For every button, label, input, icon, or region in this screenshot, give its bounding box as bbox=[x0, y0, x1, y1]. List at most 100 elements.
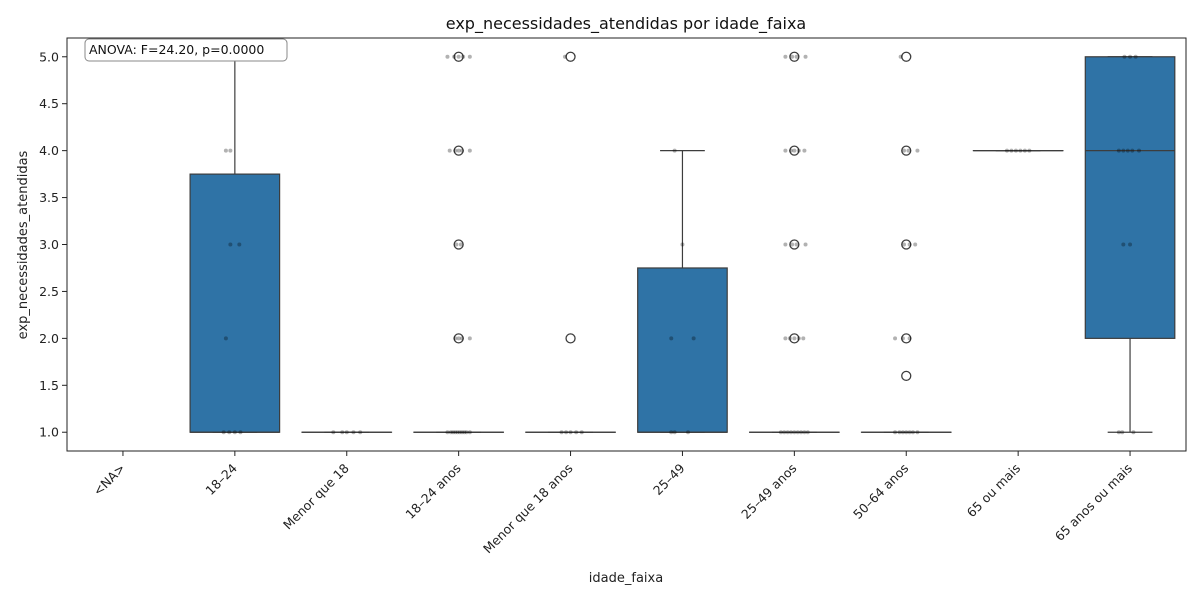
strip-point bbox=[672, 148, 677, 153]
strip-point bbox=[796, 148, 801, 153]
outlier-point bbox=[565, 51, 576, 62]
outlier-point bbox=[453, 239, 464, 250]
y-tick-label: 4.0 bbox=[39, 143, 59, 158]
strip-point bbox=[799, 430, 804, 435]
plot-frame bbox=[66, 37, 1187, 452]
strip-point bbox=[458, 242, 463, 247]
outlier-point bbox=[789, 51, 800, 62]
strip-point bbox=[691, 336, 696, 341]
strip-point bbox=[1125, 148, 1130, 153]
strip-point bbox=[467, 54, 472, 59]
strip-point bbox=[893, 430, 898, 435]
strip-point bbox=[1128, 242, 1133, 247]
strip-point bbox=[467, 430, 472, 435]
strip-point bbox=[669, 430, 674, 435]
annotation-text: ANOVA: F=24.20, p=0.0000 bbox=[89, 42, 264, 57]
strip-point bbox=[232, 430, 237, 435]
strip-point bbox=[900, 430, 905, 435]
outlier-point bbox=[453, 145, 464, 156]
strip-point bbox=[803, 242, 808, 247]
annotation-box: ANOVA: F=24.20, p=0.0000 bbox=[84, 38, 288, 62]
strip-point bbox=[227, 430, 232, 435]
strip-point bbox=[448, 430, 453, 435]
strip-point bbox=[462, 430, 467, 435]
outlier-point bbox=[901, 145, 912, 156]
strip-point bbox=[1004, 148, 1009, 153]
annotation-frame bbox=[84, 38, 288, 62]
y-tick-label: 3.0 bbox=[39, 237, 59, 252]
strip-point bbox=[574, 430, 579, 435]
strip-point bbox=[445, 54, 450, 59]
strip-point bbox=[910, 430, 915, 435]
y-tick-label: 1.5 bbox=[39, 378, 59, 393]
strip-point bbox=[795, 430, 800, 435]
strip-point bbox=[358, 430, 363, 435]
strip-point bbox=[785, 430, 790, 435]
strip-point bbox=[792, 430, 797, 435]
outlier-point bbox=[565, 333, 576, 344]
y-tick-label: 3.5 bbox=[39, 190, 59, 205]
strip-point bbox=[672, 430, 677, 435]
strip-point bbox=[453, 336, 458, 341]
strip-point bbox=[1122, 54, 1127, 59]
strip-point bbox=[228, 242, 233, 247]
outlier-point bbox=[901, 239, 912, 250]
strip-point bbox=[223, 148, 228, 153]
strip-point bbox=[897, 430, 902, 435]
strip-point bbox=[238, 430, 243, 435]
outlier-point bbox=[789, 145, 800, 156]
strip-point bbox=[794, 54, 799, 59]
strip-point bbox=[1133, 54, 1138, 59]
strip-point bbox=[788, 148, 793, 153]
box-iqr bbox=[189, 173, 281, 433]
outlier-point bbox=[789, 239, 800, 250]
y-tick-label: 2.5 bbox=[39, 284, 59, 299]
strip-point bbox=[467, 148, 472, 153]
strip-point bbox=[783, 54, 788, 59]
strip-point bbox=[1022, 148, 1027, 153]
strip-point bbox=[1128, 54, 1133, 59]
outlier-point bbox=[453, 333, 464, 344]
x-axis-label: idade_faixa bbox=[589, 571, 663, 586]
strip-point bbox=[447, 148, 452, 153]
y-tick-label: 5.0 bbox=[39, 49, 59, 64]
strip-point bbox=[1013, 148, 1018, 153]
strip-point bbox=[802, 148, 807, 153]
strip-point bbox=[787, 336, 792, 341]
strip-point bbox=[898, 54, 903, 59]
strip-point bbox=[783, 148, 788, 153]
strip-point bbox=[455, 430, 460, 435]
strip-point bbox=[456, 148, 461, 153]
strip-point bbox=[1121, 148, 1126, 153]
strip-point bbox=[340, 430, 345, 435]
strip-point bbox=[1121, 242, 1126, 247]
outlier-point bbox=[789, 333, 800, 344]
chart-title: exp_necessidades_atendidas por idade_fai… bbox=[446, 14, 806, 34]
strip-point bbox=[794, 242, 799, 247]
box-iqr bbox=[637, 267, 728, 433]
strip-point bbox=[907, 336, 912, 341]
strip-point bbox=[559, 430, 564, 435]
outlier-point bbox=[901, 370, 912, 382]
y-tick-label: 4.5 bbox=[39, 96, 59, 111]
strip-point bbox=[461, 54, 466, 59]
strip-point bbox=[460, 148, 465, 153]
strip-point bbox=[1018, 148, 1023, 153]
strip-point bbox=[792, 148, 797, 153]
strip-point bbox=[457, 430, 462, 435]
strip-point bbox=[453, 430, 458, 435]
y-tick-label: 2.0 bbox=[39, 331, 59, 346]
strip-point bbox=[915, 148, 920, 153]
strip-point bbox=[467, 336, 472, 341]
strip-point bbox=[680, 242, 685, 247]
strip-point bbox=[1137, 148, 1142, 153]
strip-point bbox=[456, 54, 461, 59]
strip-point bbox=[460, 336, 465, 341]
strip-point bbox=[907, 430, 912, 435]
outlier-point bbox=[453, 51, 464, 62]
strip-point bbox=[1116, 148, 1121, 153]
strip-point bbox=[803, 54, 808, 59]
strip-point bbox=[564, 430, 569, 435]
